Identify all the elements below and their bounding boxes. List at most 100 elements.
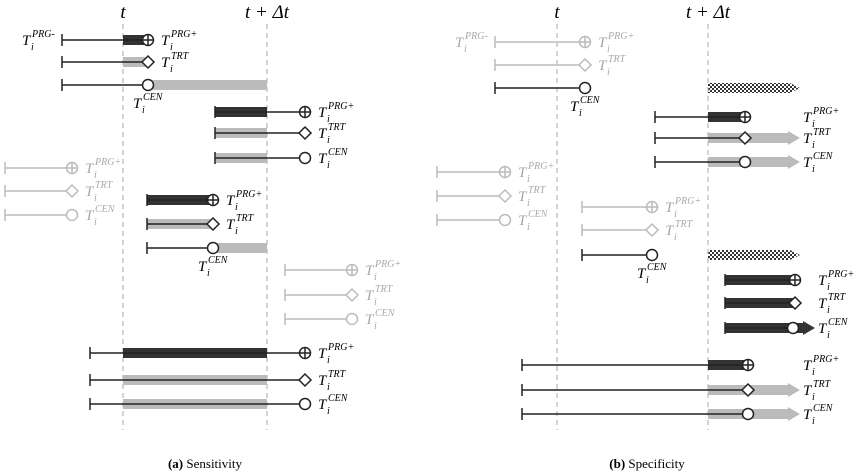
label-symbol: T <box>598 35 608 51</box>
label-symbol: T <box>803 358 813 374</box>
label-superscript: PRG+ <box>327 342 354 353</box>
marker <box>786 321 800 335</box>
circle <box>298 397 312 411</box>
label-superscript: CEN <box>828 317 849 328</box>
label-symbol: T <box>518 189 528 205</box>
label-symbol: T <box>198 259 208 275</box>
label-superscript: TRT <box>813 379 832 390</box>
label-superscript: PRG+ <box>327 101 354 112</box>
label-superscript: CEN <box>328 147 349 158</box>
label-index: i <box>94 193 97 204</box>
bar <box>148 80 267 90</box>
diamond <box>140 54 156 70</box>
label-symbol: T <box>365 288 375 304</box>
label-index: i <box>607 44 610 55</box>
label-superscript: PRG+ <box>374 259 401 270</box>
marker <box>740 382 756 398</box>
label-superscript: CEN <box>328 393 349 404</box>
label-index: i <box>827 305 830 316</box>
marker <box>141 33 155 47</box>
marker <box>298 346 312 360</box>
label-superscript: PRG+ <box>170 29 197 40</box>
circle <box>738 155 752 169</box>
label-symbol: T <box>318 346 328 362</box>
label-symbol: T <box>455 35 465 51</box>
label-symbol: T <box>318 151 328 167</box>
label-symbol: T <box>803 110 813 126</box>
label-symbol: T <box>161 55 171 71</box>
marker <box>498 165 512 179</box>
circle <box>645 248 659 262</box>
time-t: t <box>120 2 126 23</box>
marker <box>738 110 752 124</box>
marker <box>344 287 360 303</box>
label-index: i <box>327 135 330 146</box>
label-superscript: TRT <box>608 54 627 65</box>
label-index: i <box>812 164 815 175</box>
label-superscript: CEN <box>143 92 164 103</box>
label-index: i <box>646 275 649 286</box>
label-symbol: T <box>637 266 647 282</box>
label-index: i <box>170 64 173 75</box>
marker <box>345 263 359 277</box>
label-superscript: PRG+ <box>527 161 554 172</box>
label-index: i <box>327 406 330 417</box>
marker <box>578 35 592 49</box>
marker <box>65 161 79 175</box>
label-index: i <box>235 226 238 237</box>
marker <box>577 57 593 73</box>
label-superscript: PRG+ <box>94 157 121 168</box>
diamond <box>787 295 803 311</box>
label-symbol: T <box>803 155 813 171</box>
marker <box>741 358 755 372</box>
label-symbol: T <box>570 99 580 115</box>
label-superscript: TRT <box>328 122 347 133</box>
marker <box>738 155 752 169</box>
diamond <box>344 287 360 303</box>
label-index: i <box>327 355 330 366</box>
label-symbol: T <box>598 58 608 74</box>
label-index: i <box>527 198 530 209</box>
label-index: i <box>579 108 582 119</box>
caption: (a) Sensitivity <box>168 456 243 471</box>
marker <box>141 78 155 92</box>
label-index: i <box>327 160 330 171</box>
bar <box>213 243 267 253</box>
diamond <box>497 188 513 204</box>
label-symbol: T <box>22 33 32 49</box>
label-symbol: T <box>318 105 328 121</box>
label-index: i <box>142 105 145 116</box>
label-superscript: TRT <box>236 213 255 224</box>
label-superscript: PRG+ <box>812 106 839 117</box>
circle <box>141 78 155 92</box>
caption: (b) Specificity <box>609 456 685 471</box>
label-index: i <box>374 321 377 332</box>
label-symbol: T <box>318 397 328 413</box>
label-superscript: CEN <box>580 95 601 106</box>
label-index: i <box>812 392 815 403</box>
caption-text: Sensitivity <box>186 456 242 471</box>
label-index: i <box>827 282 830 293</box>
circle <box>206 241 220 255</box>
circle <box>578 81 592 95</box>
marker <box>345 312 359 326</box>
label-superscript: PRG- <box>31 29 55 40</box>
label-index: i <box>812 119 815 130</box>
label-superscript: PRG+ <box>235 189 262 200</box>
